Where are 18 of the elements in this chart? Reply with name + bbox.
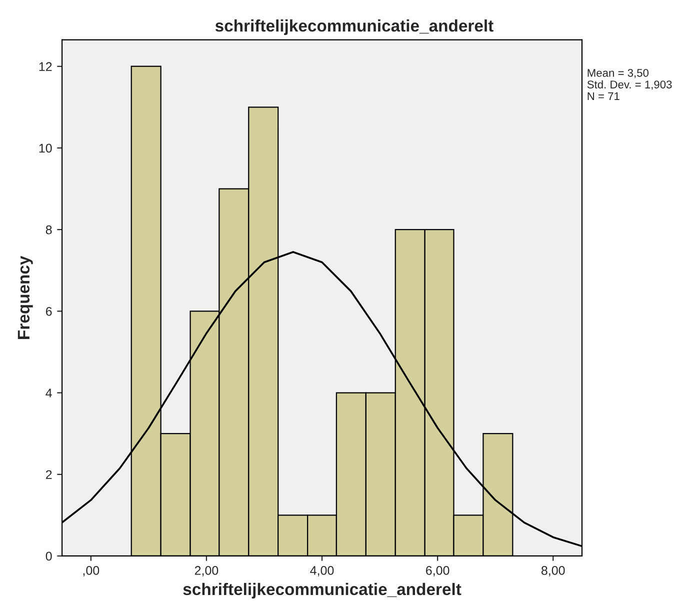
x-tick-label: 4,00	[310, 566, 334, 576]
y-tick-label: 4	[46, 388, 52, 398]
y-axis-title: Frequency	[18, 256, 33, 339]
x-tick-label: 2,00	[194, 566, 218, 576]
x-tick-label: 6,00	[426, 566, 450, 576]
y-tick-label: 0	[46, 552, 52, 561]
x-tick-label: ,00	[83, 566, 100, 576]
y-tick-label: 10	[39, 144, 52, 153]
text: Mean = 3,50	[588, 68, 649, 78]
text: N = 71	[588, 92, 620, 100]
x-axis-title: schriftelijkecommunicatie_anderelt	[183, 582, 462, 598]
y-tick-label: 8	[46, 225, 52, 234]
chart-title: schriftelijkecommunicatie_anderelt	[215, 19, 494, 35]
y-tick-label: 12	[39, 62, 52, 71]
y-tick-label: 2	[46, 470, 52, 479]
x-tick-label: 8,00	[541, 566, 565, 576]
y-tick-label: 6	[46, 306, 52, 316]
text: Std. Dev. = 1,903	[587, 80, 672, 90]
